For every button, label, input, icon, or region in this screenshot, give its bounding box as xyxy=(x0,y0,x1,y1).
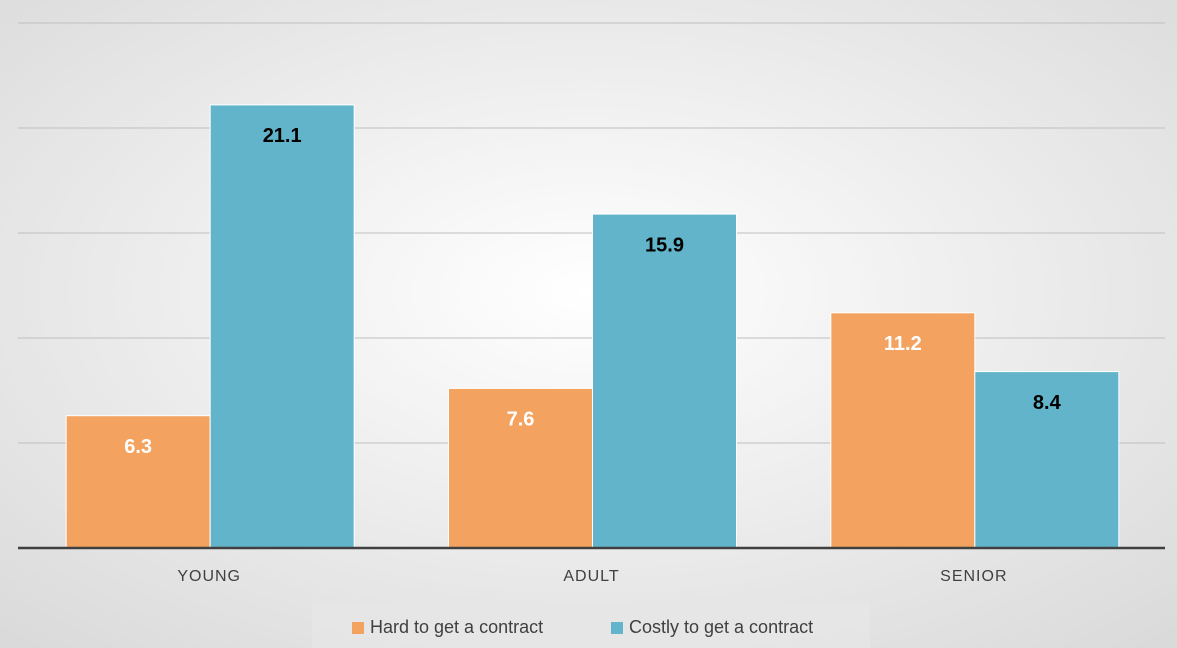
value-label: 11.2 xyxy=(884,333,922,355)
legend-label: Costly to get a contract xyxy=(629,617,813,637)
legend-label: Hard to get a contract xyxy=(370,617,543,637)
legend-swatch xyxy=(352,622,364,634)
bar xyxy=(65,415,211,549)
value-label: 21.1 xyxy=(263,125,302,147)
bar xyxy=(209,104,355,549)
legend-box xyxy=(312,603,870,648)
value-label: 7.6 xyxy=(507,409,535,431)
value-label: 6.3 xyxy=(124,436,152,458)
x-tick-label: YOUNG xyxy=(177,568,241,585)
value-label: 15.9 xyxy=(645,234,684,256)
value-label: 8.4 xyxy=(1033,392,1062,414)
bar xyxy=(592,213,737,549)
x-tick-label: ADULT xyxy=(563,568,619,585)
bar xyxy=(830,312,976,549)
x-tick-label: SENIOR xyxy=(940,568,1007,585)
bar xyxy=(448,387,593,549)
bar xyxy=(974,371,1120,549)
legend-swatch xyxy=(611,622,623,634)
